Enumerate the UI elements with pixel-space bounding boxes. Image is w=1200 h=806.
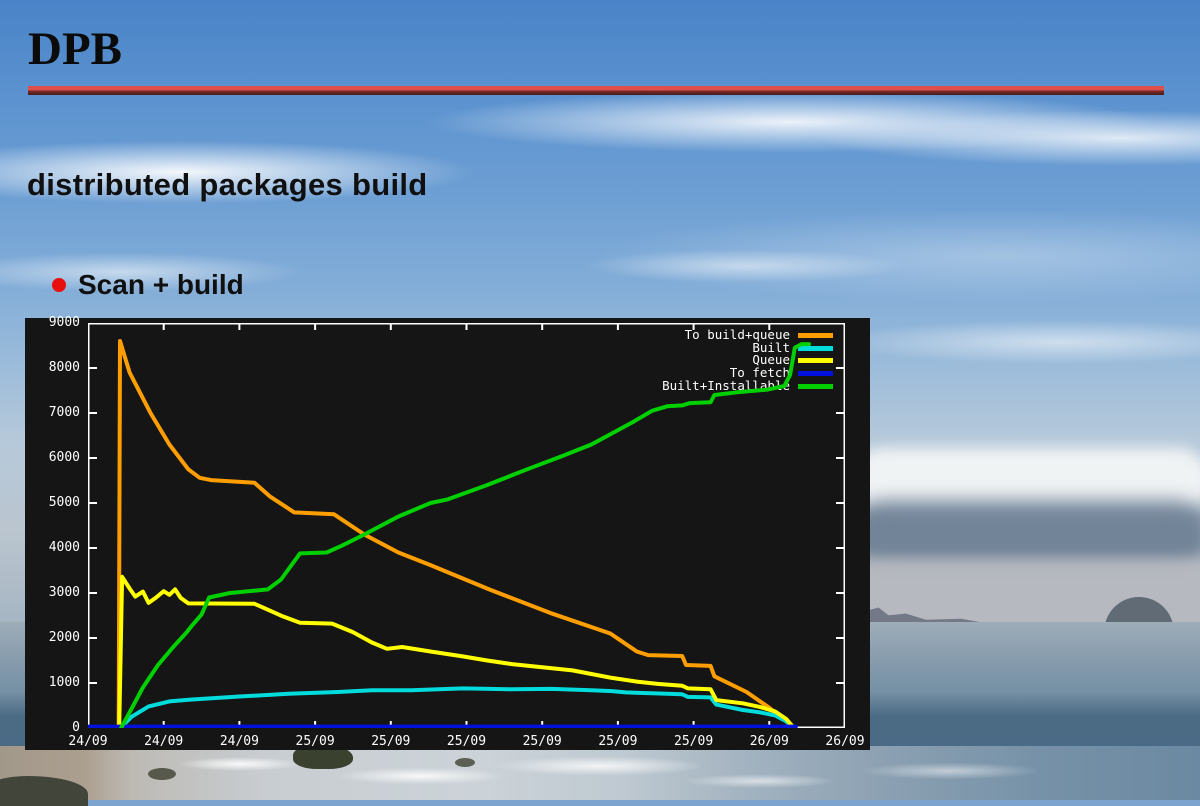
legend-swatch bbox=[798, 332, 833, 338]
y-tick-label: 3000 bbox=[48, 585, 80, 600]
bullet-dot-icon bbox=[52, 278, 66, 292]
legend-row: To fetch bbox=[729, 365, 833, 381]
legend-row: To build+queue bbox=[684, 327, 833, 342]
bullet-item: Scan + build bbox=[52, 269, 244, 301]
series-queue bbox=[117, 574, 796, 728]
rock bbox=[455, 758, 475, 767]
x-tick-label: 25/09 bbox=[295, 734, 335, 749]
legend-row: Built bbox=[752, 339, 833, 355]
shore-foam bbox=[0, 746, 1200, 800]
legend-label: Queue bbox=[752, 352, 790, 368]
legend-swatch bbox=[798, 383, 833, 389]
slide-subtitle: distributed packages build bbox=[27, 167, 428, 202]
legend-label: To fetch bbox=[729, 365, 790, 381]
plot-svg bbox=[88, 323, 845, 728]
y-tick-label: 8000 bbox=[48, 360, 80, 375]
series-to-build-queue bbox=[116, 339, 797, 728]
chart-legend: To build+queue Built Queue To fetch Built+In… bbox=[662, 327, 833, 393]
y-tick-label: 0 bbox=[72, 720, 80, 735]
chart-panel: 0 1000 2000 3000 4000 5000 6000 7000 8000 9000 24… bbox=[25, 315, 870, 750]
legend-label: To build+queue bbox=[684, 327, 790, 342]
x-tick-label: 25/09 bbox=[371, 734, 411, 749]
y-tick-label: 7000 bbox=[48, 405, 80, 420]
legend-row: Built+Installable bbox=[662, 377, 833, 393]
legend-label: Built+Installable bbox=[662, 377, 790, 393]
y-tick-label: 5000 bbox=[48, 495, 80, 510]
title-rule bbox=[28, 86, 1164, 95]
series-built-installable bbox=[119, 342, 811, 728]
y-tick-label: 2000 bbox=[48, 630, 80, 645]
legend-swatch bbox=[798, 358, 833, 364]
x-tick-label: 25/09 bbox=[522, 734, 562, 749]
x-tick-label: 25/09 bbox=[446, 734, 487, 749]
series-built bbox=[118, 686, 795, 728]
y-tick-label: 4000 bbox=[48, 540, 80, 555]
rock bbox=[148, 768, 176, 780]
slide-title: DPB bbox=[28, 23, 122, 75]
y-tick-label: 6000 bbox=[48, 450, 80, 465]
bullet-label: Scan + build bbox=[78, 269, 244, 300]
legend-swatch bbox=[798, 345, 833, 351]
x-tick-label: 24/09 bbox=[144, 734, 184, 749]
x-tick-label: 25/09 bbox=[674, 734, 714, 749]
x-tick-label: 26/09 bbox=[825, 734, 865, 749]
y-tick-label: 9000 bbox=[48, 315, 80, 330]
plot-border bbox=[88, 323, 845, 728]
legend-row: Queue bbox=[752, 354, 833, 367]
x-tick-label: 24/09 bbox=[68, 734, 108, 749]
x-tick-label: 25/09 bbox=[598, 734, 638, 749]
legend-swatch bbox=[798, 370, 833, 376]
x-tick-label: 24/09 bbox=[219, 734, 259, 749]
x-tick-label: 26/09 bbox=[749, 734, 789, 749]
legend-label: Built bbox=[752, 339, 790, 355]
y-tick-label: 1000 bbox=[48, 675, 80, 690]
